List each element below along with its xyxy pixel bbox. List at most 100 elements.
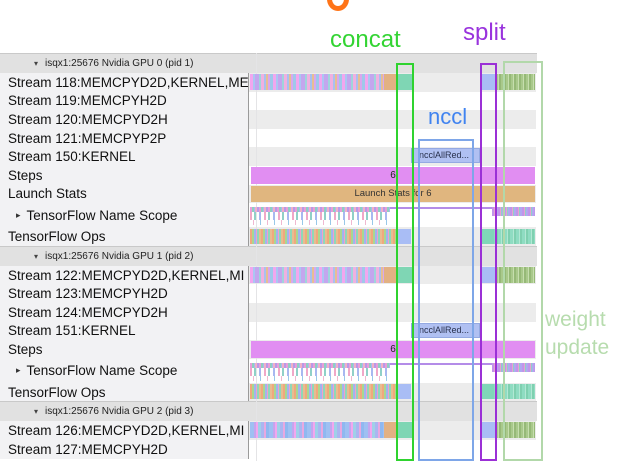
- gpu-section-header[interactable]: ▾ isqx1:25676 Nvidia GPU 2 (pid 3): [0, 401, 537, 422]
- name-scope-span-line[interactable]: [250, 207, 535, 210]
- steps-bar[interactable]: 6: [251, 166, 535, 184]
- row-label-text: Stream 126:MEMCPYD2D,KERNEL,MI: [8, 423, 245, 439]
- timeline-row: Stream 118:MEMCPYD2D,KERNEL,ME: [0, 73, 537, 92]
- row-label[interactable]: ▸ TensorFlow Name Scope: [0, 358, 249, 383]
- concat-op-bar[interactable]: [397, 74, 414, 90]
- row-label-text: TensorFlow Ops: [8, 384, 106, 400]
- nccl-allreduce-event-bar[interactable]: ncclAllRed...: [411, 148, 480, 164]
- memcpy-activity-bar[interactable]: [384, 266, 397, 283]
- row-label-text: Steps: [8, 341, 43, 357]
- split-annotation-label: split: [463, 19, 506, 46]
- collapse-triangle-icon[interactable]: ▾: [34, 59, 39, 68]
- row-label-text: Steps: [8, 167, 43, 183]
- row-timeline: [249, 358, 536, 383]
- row-timeline: [249, 421, 536, 440]
- name-scope-bars[interactable]: [250, 207, 390, 226]
- row-label: TensorFlow Ops: [0, 382, 249, 402]
- row-timeline: Launch Stats for 6: [249, 184, 536, 204]
- row-label-text: Stream 151:KERNEL: [8, 323, 136, 339]
- weight-update-annotation-label: weight update: [545, 306, 609, 362]
- tf-ops-split-bar[interactable]: [397, 228, 411, 244]
- tf-ops-activity-bar[interactable]: [250, 228, 397, 244]
- row-label: Stream 121:MEMCPYP2P: [0, 128, 249, 148]
- row-timeline: 6: [249, 165, 536, 185]
- row-label: Steps: [0, 340, 249, 359]
- timeline-row: Steps 6: [0, 340, 537, 359]
- split-op-bar[interactable]: [481, 74, 496, 90]
- gpu-section-header[interactable]: ▾ isqx1:25676 Nvidia GPU 0 (pid 1): [0, 53, 537, 73]
- row-label[interactable]: ▸ TensorFlow Name Scope: [0, 203, 249, 228]
- expand-triangle-icon[interactable]: ▸: [16, 209, 21, 220]
- row-label-text: Stream 122:MEMCPYD2D,KERNEL,MI: [8, 267, 245, 283]
- row-label-text: Stream 118:MEMCPYD2D,KERNEL,ME: [8, 74, 249, 90]
- timeline-row: Stream 150:KERNEL ncclAllRed...: [0, 147, 537, 166]
- timeline-row: Stream 124:MEMCPYD2H: [0, 302, 537, 322]
- concat-op-bar[interactable]: [397, 422, 414, 439]
- row-label-text: TensorFlow Name Scope: [26, 363, 178, 379]
- gpu-section-header[interactable]: ▾ isqx1:25676 Nvidia GPU 1 (pid 2): [0, 245, 537, 266]
- row-label-text: Stream 121:MEMCPYP2P: [8, 130, 167, 146]
- timeline-row: Stream 120:MEMCPYD2H: [0, 110, 537, 129]
- nccl-allreduce-event-bar[interactable]: ncclAllRed...: [411, 322, 480, 338]
- name-scope-bars-right[interactable]: [492, 362, 535, 372]
- row-label: Stream 120:MEMCPYD2H: [0, 110, 249, 129]
- timeline-row: Steps 6: [0, 165, 537, 185]
- row-label: Stream 119:MEMCPYH2D: [0, 91, 249, 111]
- split-op-bar[interactable]: [481, 266, 496, 283]
- row-label: Stream 118:MEMCPYD2D,KERNEL,ME: [0, 73, 249, 92]
- row-label: Stream 123:MEMCPYH2D: [0, 284, 249, 303]
- timeline-row: Stream 119:MEMCPYH2D: [0, 91, 537, 111]
- row-timeline: 6: [249, 340, 536, 359]
- memcpy-activity-bar[interactable]: [384, 74, 397, 90]
- row-timeline: [249, 110, 536, 129]
- row-timeline: [249, 382, 536, 402]
- weight-update-activity-bar[interactable]: [496, 422, 535, 439]
- row-label: Stream 151:KERNEL: [0, 321, 249, 341]
- row-timeline: [249, 265, 536, 285]
- tf-ops-activity-bar[interactable]: [250, 384, 397, 400]
- steps-bar[interactable]: 6: [251, 341, 535, 359]
- collapse-triangle-icon[interactable]: ▾: [34, 407, 39, 417]
- row-label: Launch Stats: [0, 184, 249, 204]
- weight-update-activity-bar[interactable]: [496, 266, 535, 283]
- concat-annotation-label: concat: [330, 26, 401, 53]
- kernel-activity-bar[interactable]: [250, 422, 384, 439]
- kernel-activity-bar[interactable]: [250, 74, 384, 90]
- split-op-bar[interactable]: [481, 422, 496, 439]
- split-highlight-rect: [480, 63, 497, 461]
- row-label-text: Stream 124:MEMCPYD2H: [8, 304, 168, 320]
- row-label: TensorFlow Ops: [0, 227, 249, 246]
- weight-update-line2: update: [545, 336, 610, 359]
- launch-stats-bar[interactable]: Launch Stats for 6: [251, 186, 535, 203]
- gpu-section-title: isqx1:25676 Nvidia GPU 1 (pid 2): [45, 250, 194, 262]
- row-timeline: [249, 439, 536, 459]
- collapse-triangle-icon[interactable]: ▾: [34, 251, 39, 261]
- concat-op-bar[interactable]: [397, 266, 414, 283]
- kernel-activity-bar[interactable]: [250, 266, 384, 283]
- timeline-row: Stream 151:KERNEL ncclAllRed...: [0, 321, 537, 341]
- nccl-highlight-rect: [418, 139, 474, 461]
- weight-update-activity-bar[interactable]: [496, 74, 535, 90]
- timeline-row: Launch Stats Launch Stats for 6: [0, 184, 537, 204]
- memcpy-activity-bar[interactable]: [384, 422, 397, 439]
- row-label: Stream 127:MEMCPYH2D: [0, 439, 249, 459]
- gpu-section-title: isqx1:25676 Nvidia GPU 0 (pid 1): [45, 58, 194, 69]
- tf-ops-update-bar[interactable]: [480, 384, 535, 400]
- tf-ops-update-bar[interactable]: [480, 228, 535, 244]
- concat-highlight-rect: [396, 63, 414, 461]
- time-gridline: [256, 53, 257, 461]
- row-label: Steps: [0, 165, 249, 185]
- name-scope-span-line[interactable]: [250, 362, 535, 365]
- row-label-text: Stream 119:MEMCPYH2D: [8, 93, 167, 109]
- row-timeline: ncclAllRed...: [249, 321, 536, 341]
- row-label-text: TensorFlow Ops: [8, 228, 106, 244]
- expand-triangle-icon[interactable]: ▸: [16, 365, 21, 376]
- name-scope-bars[interactable]: [250, 362, 390, 381]
- row-timeline: [249, 73, 536, 92]
- row-timeline: [249, 227, 536, 246]
- row-label: Stream 126:MEMCPYD2D,KERNEL,MI: [0, 421, 249, 440]
- timeline-row: ▸ TensorFlow Name Scope: [0, 358, 537, 383]
- name-scope-bars-right[interactable]: [492, 207, 535, 217]
- tf-ops-split-bar[interactable]: [397, 384, 411, 400]
- row-timeline: [249, 284, 536, 303]
